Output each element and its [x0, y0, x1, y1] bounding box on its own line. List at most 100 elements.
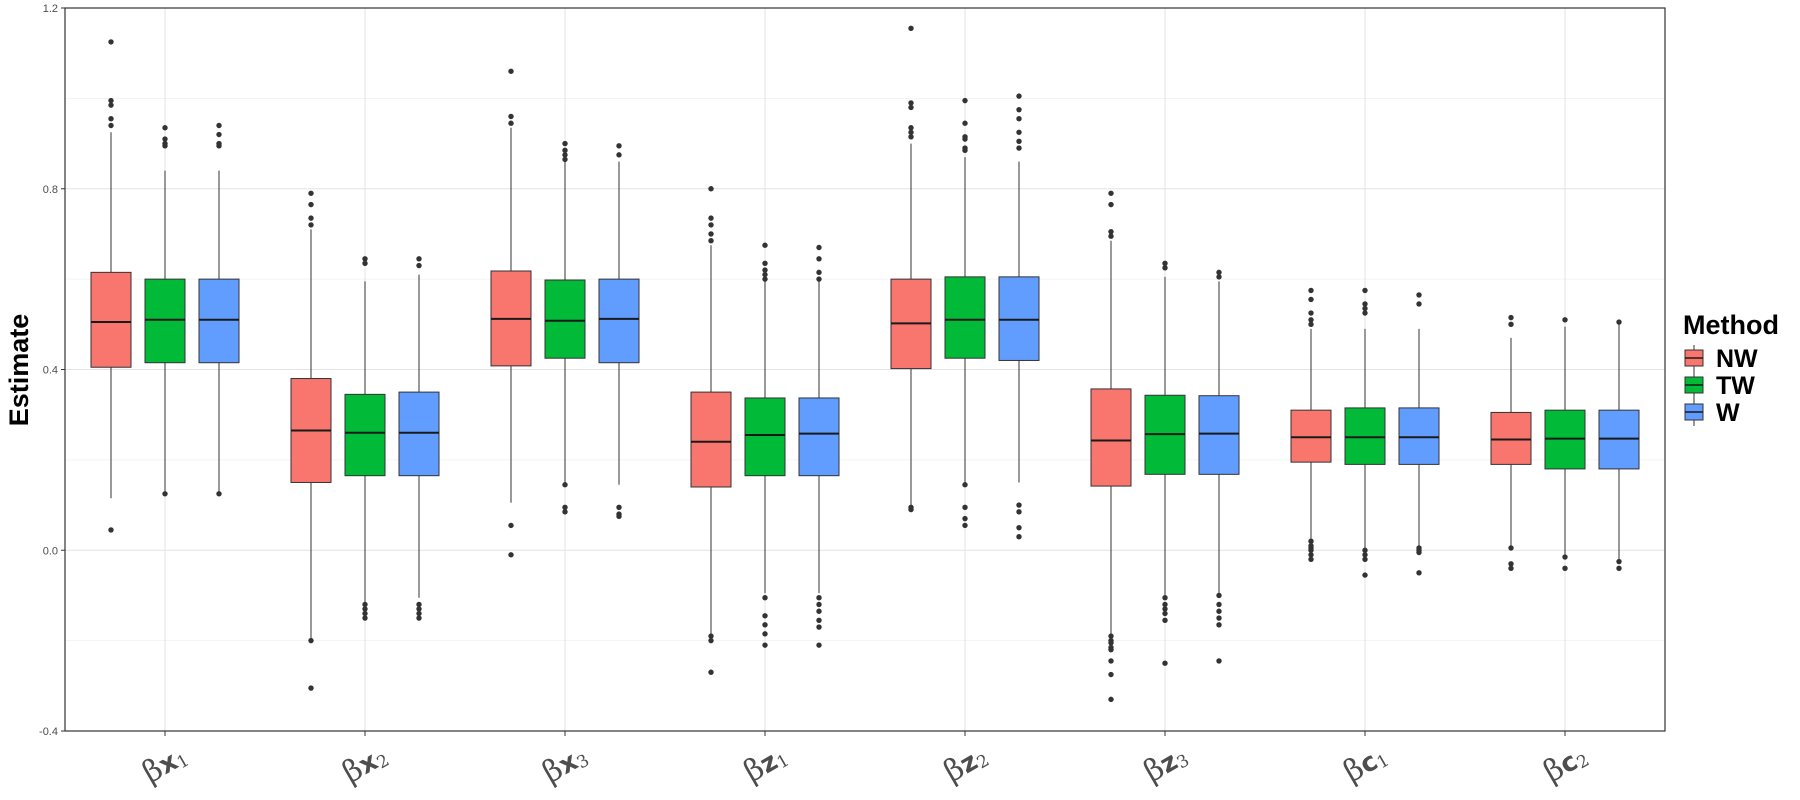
box-TW-6 — [1144, 260, 1186, 666]
box-TW-2 — [344, 256, 386, 621]
outlier-point — [1108, 658, 1114, 664]
box-W-6 — [1198, 269, 1240, 664]
outlier-point — [616, 504, 622, 511]
outlier-point — [308, 222, 314, 228]
box-W-4 — [798, 244, 840, 648]
box-NW-6 — [1090, 190, 1132, 703]
box-body — [1090, 388, 1132, 487]
outlier-point — [1162, 594, 1168, 601]
outlier-point — [816, 624, 822, 630]
outlier-point — [108, 102, 114, 108]
outlier-point — [1362, 556, 1368, 562]
box-body — [998, 276, 1040, 361]
outlier-point — [1308, 296, 1314, 303]
outlier-point — [1308, 538, 1314, 544]
outlier-point — [708, 215, 714, 221]
outlier-point — [1162, 260, 1168, 267]
outlier-point — [416, 610, 422, 617]
outlier-point — [508, 113, 514, 120]
outlier-point — [1162, 660, 1168, 666]
outlier-point — [1216, 622, 1222, 628]
outlier-point — [508, 120, 514, 126]
box-body — [744, 397, 786, 477]
box-body — [798, 397, 840, 477]
box-W-2 — [398, 256, 440, 621]
box-NW-4 — [690, 186, 732, 675]
outlier-point — [1016, 533, 1022, 540]
outlier-point — [762, 242, 768, 248]
outlier-point — [1108, 201, 1114, 208]
outlier-point — [1162, 617, 1168, 623]
outlier-point — [162, 143, 168, 149]
outlier-point — [962, 147, 968, 154]
outlier-point — [108, 39, 114, 45]
outlier-point — [1216, 601, 1222, 608]
outlier-point — [508, 522, 514, 529]
outlier-point — [1016, 93, 1022, 99]
box-NW-5 — [890, 25, 932, 513]
grid-minor — [65, 97, 1665, 642]
x-tick-label: βz3 — [1138, 738, 1193, 790]
outlier-point — [762, 260, 768, 267]
outlier-point — [816, 642, 822, 648]
box-body — [1290, 409, 1332, 463]
outlier-point — [362, 256, 368, 262]
outlier-point — [508, 68, 514, 74]
outlier-point — [1162, 265, 1168, 271]
legend-label-NW: NW — [1716, 345, 1758, 373]
outlier-point — [908, 100, 914, 106]
outlier-point — [562, 140, 568, 147]
outlier-point — [308, 637, 314, 644]
outlier-point — [908, 506, 914, 513]
box-body — [1198, 395, 1240, 475]
outlier-point — [562, 147, 568, 154]
box-body — [90, 271, 132, 368]
outlier-point — [708, 222, 714, 228]
outlier-point — [216, 491, 222, 497]
outlier-point — [962, 120, 968, 126]
outlier-point — [708, 637, 714, 644]
outlier-point — [308, 215, 314, 221]
outlier-point — [1508, 545, 1514, 551]
box-body — [198, 278, 240, 364]
outlier-point — [416, 256, 422, 262]
outlier-point — [1016, 129, 1022, 135]
legend-key-NW — [1684, 345, 1704, 372]
box-NW-3 — [490, 68, 532, 558]
x-tick-label: βc2 — [1538, 738, 1593, 790]
outlier-point — [416, 262, 422, 269]
outlier-point — [362, 610, 368, 617]
legend-title: Method — [1683, 310, 1779, 340]
outlier-point — [762, 631, 768, 637]
outlier-point — [962, 97, 968, 104]
outlier-point — [108, 116, 114, 122]
outlier-point — [562, 152, 568, 158]
box-body — [944, 276, 986, 359]
outlier-point — [1016, 509, 1022, 515]
outlier-point — [1162, 610, 1168, 617]
outlier-point — [1016, 524, 1022, 531]
outlier-point — [1308, 317, 1314, 323]
outlier-point — [708, 633, 714, 639]
box-W-5 — [998, 93, 1040, 540]
outlier-point — [1616, 319, 1622, 325]
outlier-point — [616, 513, 622, 520]
outlier-point — [162, 136, 168, 142]
box-body — [398, 391, 440, 477]
outlier-point — [1562, 565, 1568, 572]
outlier-point — [1308, 552, 1314, 558]
outlier-point — [562, 509, 568, 515]
outlier-point — [562, 156, 568, 163]
box-NW-8 — [1490, 314, 1532, 572]
outlier-point — [908, 134, 914, 140]
legend-key-TW — [1684, 372, 1704, 399]
box-body — [1398, 407, 1440, 465]
outlier-point — [762, 276, 768, 282]
outlier-point — [708, 186, 714, 192]
outlier-point — [308, 190, 314, 196]
grid-major — [65, 7, 1665, 732]
outlier-point — [816, 617, 822, 623]
outlier-point — [1308, 310, 1314, 316]
outlier-point — [1616, 558, 1622, 565]
